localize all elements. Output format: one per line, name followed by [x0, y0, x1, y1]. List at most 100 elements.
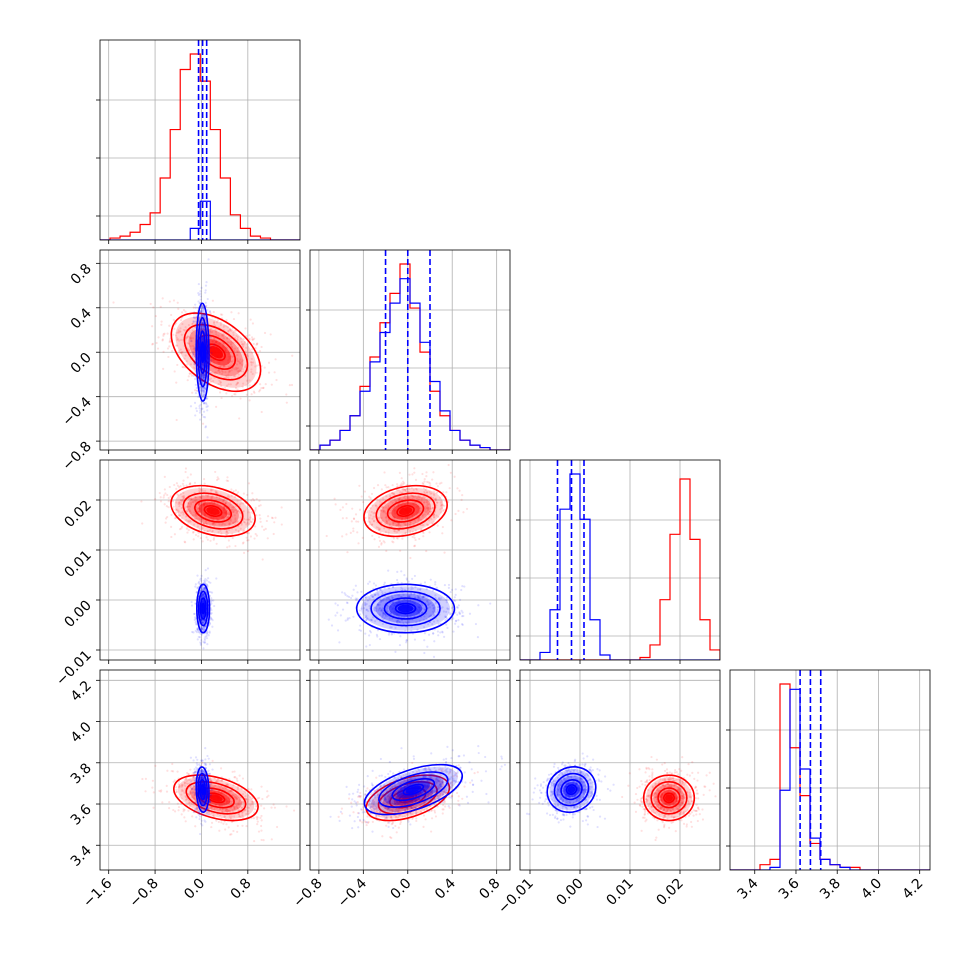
sample-point — [218, 496, 221, 499]
panel-frame — [519, 459, 721, 661]
sample-point — [391, 501, 394, 504]
sample-point — [254, 532, 257, 536]
sample-point — [202, 325, 206, 328]
sample-point — [262, 528, 266, 531]
sample-point — [428, 615, 431, 618]
sample-point — [200, 626, 204, 630]
sample-point — [199, 577, 202, 580]
sample-point — [339, 508, 342, 511]
sample-point — [396, 522, 400, 526]
sample-point — [383, 527, 386, 530]
sample-point — [441, 504, 444, 507]
sample-point — [204, 589, 208, 593]
sample-point — [380, 588, 383, 591]
sample-point — [434, 497, 438, 500]
sample-point — [234, 793, 238, 796]
sample-point — [213, 324, 216, 327]
sample-point — [251, 338, 254, 341]
sample-point — [220, 396, 223, 400]
sample-point — [202, 391, 205, 394]
sample-point — [413, 536, 416, 539]
sample-point — [423, 501, 426, 504]
sample-point — [224, 786, 227, 789]
sample-point — [396, 483, 399, 486]
sample-point — [176, 802, 179, 805]
sample-point — [220, 385, 223, 388]
sample-point — [233, 495, 237, 499]
sample-point — [202, 374, 205, 377]
sample-point — [203, 393, 206, 396]
sample-point — [427, 623, 430, 626]
sample-point — [247, 788, 250, 791]
sample-point — [173, 533, 176, 536]
sample-point — [186, 505, 189, 508]
sample-point — [180, 311, 184, 314]
sample-point — [231, 794, 234, 797]
sample-point — [187, 772, 190, 776]
sample-point — [179, 348, 182, 351]
sample-point — [432, 471, 435, 474]
sample-point — [386, 606, 389, 610]
sample-point — [168, 324, 171, 327]
sample-point — [229, 789, 232, 792]
sample-point — [393, 518, 396, 521]
sample-point — [192, 374, 195, 377]
panel-frame — [309, 249, 511, 451]
sample-point — [232, 829, 235, 833]
sample-point — [238, 369, 241, 372]
sample-point — [179, 319, 183, 322]
sample-point — [349, 531, 352, 534]
sample-point — [431, 610, 435, 613]
sample-point — [437, 606, 440, 609]
density-layer — [112, 258, 294, 439]
sample-point — [227, 826, 230, 829]
sample-point — [421, 524, 424, 527]
sample-point — [211, 619, 214, 622]
sample-point — [443, 504, 446, 507]
sample-point — [195, 389, 198, 392]
sample-point — [446, 626, 449, 629]
sample-point — [175, 487, 178, 490]
sample-point — [241, 811, 244, 814]
sample-point — [258, 390, 261, 393]
sample-point — [382, 509, 385, 512]
sample-point — [175, 511, 178, 514]
sample-point — [404, 531, 407, 534]
sample-point — [400, 482, 403, 485]
sample-point — [211, 495, 214, 498]
sample-point — [433, 606, 436, 609]
sample-point — [242, 370, 245, 373]
sample-point — [190, 340, 193, 343]
sample-point — [413, 501, 417, 504]
sample-point — [423, 639, 426, 642]
sample-point — [424, 505, 427, 508]
sample-point — [177, 785, 181, 789]
sample-point — [195, 409, 199, 413]
sample-point — [397, 529, 400, 532]
sample-point — [197, 292, 200, 295]
sample-point — [239, 337, 242, 340]
sample-point — [182, 810, 185, 813]
sample-point — [203, 416, 207, 419]
sample-point — [224, 502, 227, 505]
sample-point — [233, 795, 236, 798]
sample-point — [222, 822, 225, 825]
sample-point — [201, 540, 204, 543]
sample-point — [443, 635, 446, 638]
sample-point — [198, 385, 201, 388]
sample-point — [236, 830, 239, 833]
sample-point — [196, 587, 199, 590]
sample-point — [140, 500, 143, 503]
sample-point — [391, 596, 394, 599]
sample-point — [291, 354, 294, 357]
sample-point — [423, 608, 427, 611]
sample-point — [378, 607, 381, 610]
sample-point — [200, 375, 203, 378]
sample-point — [236, 520, 239, 523]
sample-point — [230, 820, 234, 824]
sample-point — [346, 595, 349, 598]
sample-point — [247, 539, 250, 542]
sample-point — [202, 322, 205, 325]
sample-point — [177, 331, 180, 334]
sample-point — [225, 787, 228, 790]
